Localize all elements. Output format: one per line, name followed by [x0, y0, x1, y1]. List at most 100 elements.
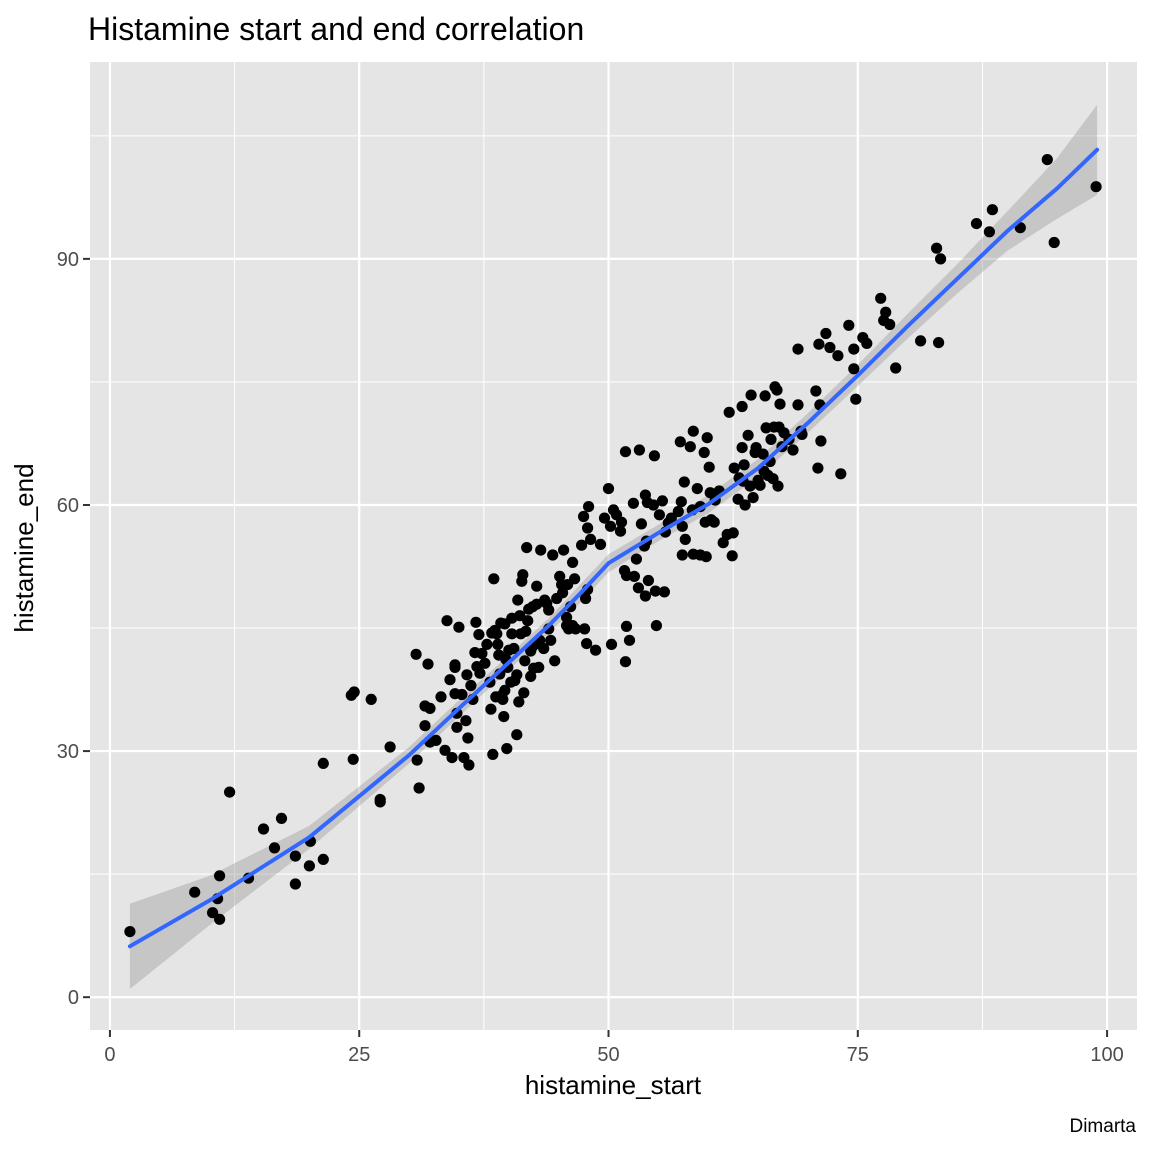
data-points — [124, 154, 1102, 938]
y-tick-label: 30 — [57, 741, 79, 763]
data-point — [460, 715, 472, 727]
data-point — [533, 661, 545, 674]
data-point — [619, 656, 632, 668]
data-point — [738, 459, 750, 471]
data-point — [848, 343, 860, 355]
data-point — [518, 687, 530, 699]
data-point — [658, 586, 671, 598]
data-point — [1048, 236, 1060, 249]
data-point — [703, 461, 715, 473]
y-axis-title: histamine_end — [9, 463, 39, 632]
data-point — [792, 399, 804, 411]
data-point — [861, 337, 873, 349]
data-point — [289, 850, 301, 862]
data-point — [1041, 154, 1053, 166]
data-point — [441, 615, 453, 627]
x-axis-title: histamine_start — [525, 1070, 702, 1100]
data-point — [653, 509, 666, 521]
data-point — [679, 533, 691, 546]
data-point — [473, 629, 485, 641]
data-point — [317, 853, 329, 866]
data-point — [684, 441, 696, 453]
data-point — [347, 753, 359, 765]
data-point — [835, 468, 847, 480]
data-point — [727, 527, 739, 539]
data-point — [875, 292, 887, 304]
data-point — [742, 429, 754, 441]
data-point — [728, 462, 740, 474]
data-point — [538, 642, 550, 655]
data-point — [635, 518, 648, 530]
data-point — [602, 483, 615, 495]
data-point — [754, 479, 766, 491]
data-point — [815, 435, 827, 447]
data-point — [676, 549, 688, 561]
data-point — [848, 363, 860, 375]
data-point — [843, 319, 855, 331]
data-point — [594, 538, 607, 551]
data-point — [619, 446, 632, 458]
data-point — [549, 655, 561, 667]
data-point — [488, 573, 500, 585]
data-point — [759, 390, 771, 402]
data-point — [543, 604, 555, 616]
data-point — [446, 752, 458, 764]
data-point — [792, 343, 804, 355]
data-point — [970, 218, 983, 230]
x-tick-label: 50 — [597, 1044, 619, 1066]
data-point — [456, 688, 468, 701]
data-point — [765, 433, 777, 445]
data-point — [275, 812, 288, 825]
data-point — [620, 620, 633, 633]
plot-panel — [90, 62, 1137, 1030]
data-point — [650, 620, 663, 632]
data-point — [569, 573, 581, 585]
data-point — [627, 497, 640, 509]
data-point — [491, 628, 503, 640]
data-point — [986, 204, 999, 216]
data-point — [604, 520, 617, 532]
data-point — [723, 406, 735, 418]
data-point — [578, 510, 590, 523]
data-point — [736, 400, 748, 413]
data-point — [567, 556, 579, 569]
data-point — [813, 338, 825, 350]
smooth-line — [127, 147, 1100, 949]
data-point — [444, 674, 456, 686]
data-point — [303, 860, 315, 872]
data-point — [485, 703, 497, 715]
data-point — [430, 734, 442, 747]
data-point — [561, 611, 573, 624]
data-point — [771, 384, 783, 396]
data-point — [687, 425, 699, 437]
data-point — [580, 592, 592, 605]
confidence-ribbon — [129, 104, 1098, 989]
data-point — [935, 253, 947, 265]
data-point — [463, 759, 475, 771]
data-point — [642, 574, 655, 587]
data-point — [649, 585, 662, 597]
data-point — [519, 655, 531, 667]
data-point — [772, 480, 784, 492]
data-point — [633, 444, 646, 456]
data-point — [850, 393, 862, 405]
data-point — [513, 696, 525, 708]
data-point — [884, 318, 896, 331]
data-point — [257, 823, 270, 835]
data-point — [410, 648, 422, 660]
data-point — [583, 501, 595, 513]
data-point — [419, 720, 431, 732]
data-point — [691, 483, 703, 495]
data-point — [726, 550, 738, 562]
data-point — [605, 638, 618, 651]
data-point — [521, 542, 533, 554]
data-point — [576, 539, 588, 551]
data-point — [598, 512, 611, 524]
data-point — [590, 644, 602, 656]
data-point — [374, 793, 386, 806]
data-point — [511, 729, 523, 741]
data-point — [744, 480, 756, 492]
data-point — [453, 621, 465, 633]
data-point — [933, 337, 945, 349]
